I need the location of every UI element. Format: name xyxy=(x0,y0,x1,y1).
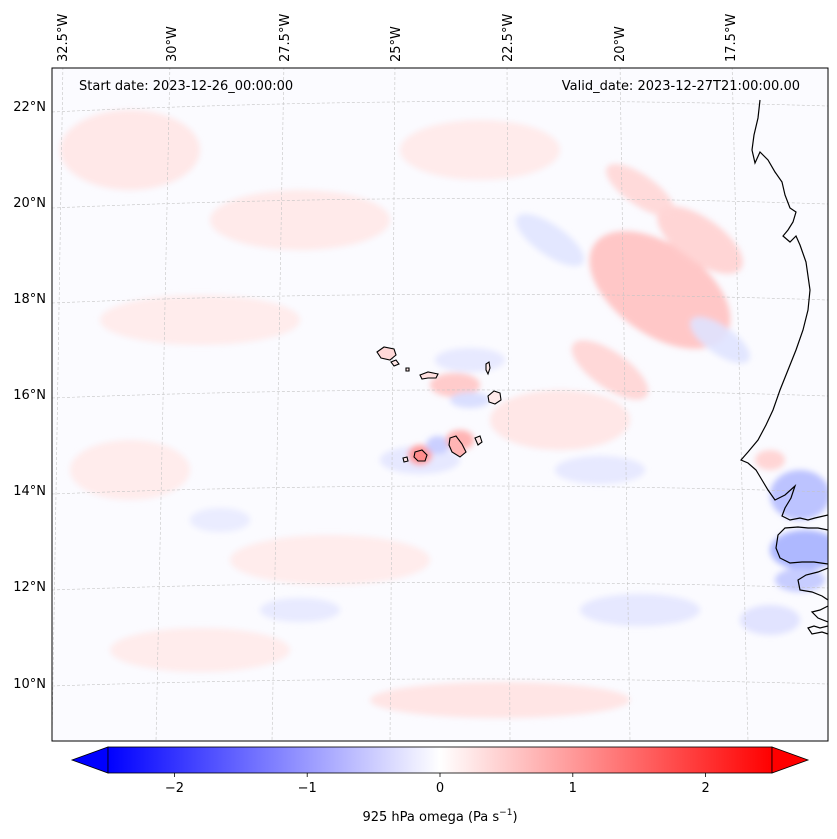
lat-label: 20°N xyxy=(13,196,46,211)
lon-label: 17.5°W xyxy=(724,14,739,62)
sao-vicente-island xyxy=(390,359,400,367)
sao-nicolau-island xyxy=(419,371,439,380)
sal-island xyxy=(485,361,491,376)
colorbar-tick-label: −1 xyxy=(298,781,317,796)
colorbar-extend-max xyxy=(771,746,810,774)
colorbar-label-main: 925 hPa omega (Pa s xyxy=(362,810,499,825)
lon-label: 25°W xyxy=(389,26,404,62)
santiago-island xyxy=(448,435,467,458)
lat-label: 10°N xyxy=(13,677,46,692)
colorbar-label-exponent: −1 xyxy=(499,808,512,818)
lon-label: 22.5°W xyxy=(501,14,516,62)
start-date-label: Start date: 2023-12-26_00:00:00 xyxy=(79,79,293,94)
lon-label: 30°W xyxy=(165,26,180,62)
colorbar-body xyxy=(107,746,773,774)
colorbar-tick-label: 0 xyxy=(436,781,444,796)
latitude-labels: 22°N 20°N 18°N 16°N 14°N 12°N 10°N xyxy=(13,100,46,692)
colorbar-ticks: −2 −1 0 1 2 xyxy=(165,773,710,796)
colorbar-label: 925 hPa omega (Pa s−1) xyxy=(362,808,517,825)
map-panel: Start date: 2023-12-26_00:00:00 Valid_da… xyxy=(51,67,829,742)
valid-date-label: Valid_date: 2023-12-27T21:00:00.00 xyxy=(562,79,800,94)
longitude-labels: 32.5°W 30°W 27.5°W 25°W 22.5°W 20°W 17.5… xyxy=(56,14,739,62)
santa-luzia-island xyxy=(405,367,410,372)
omega-field xyxy=(60,110,828,718)
lat-label: 18°N xyxy=(13,292,46,307)
colorbar-tick-label: −2 xyxy=(165,781,184,796)
maio-island xyxy=(474,435,483,446)
boa-vista-island xyxy=(487,390,502,405)
lon-label: 20°W xyxy=(613,26,628,62)
coastline xyxy=(740,99,828,635)
santo-antao-island xyxy=(376,346,397,361)
cape-verde-islands xyxy=(376,346,502,463)
lon-label: 32.5°W xyxy=(56,14,71,62)
colorbar-tick-label: 1 xyxy=(569,781,577,796)
fogo-island xyxy=(413,449,428,462)
colorbar-extend-min xyxy=(70,746,109,774)
lat-label: 22°N xyxy=(13,100,46,115)
map-border xyxy=(51,67,829,742)
lat-label: 12°N xyxy=(13,580,46,595)
colorbar-tick-label: 2 xyxy=(701,781,709,796)
graticule xyxy=(52,68,828,741)
lon-label: 27.5°W xyxy=(278,14,293,62)
brava-island xyxy=(402,456,409,463)
lat-label: 14°N xyxy=(13,484,46,499)
colorbar-label-end: ) xyxy=(512,810,517,825)
lat-label: 16°N xyxy=(13,388,46,403)
colorbar: −2 −1 0 1 2 925 hPa omega (Pa s−1) xyxy=(70,746,810,825)
